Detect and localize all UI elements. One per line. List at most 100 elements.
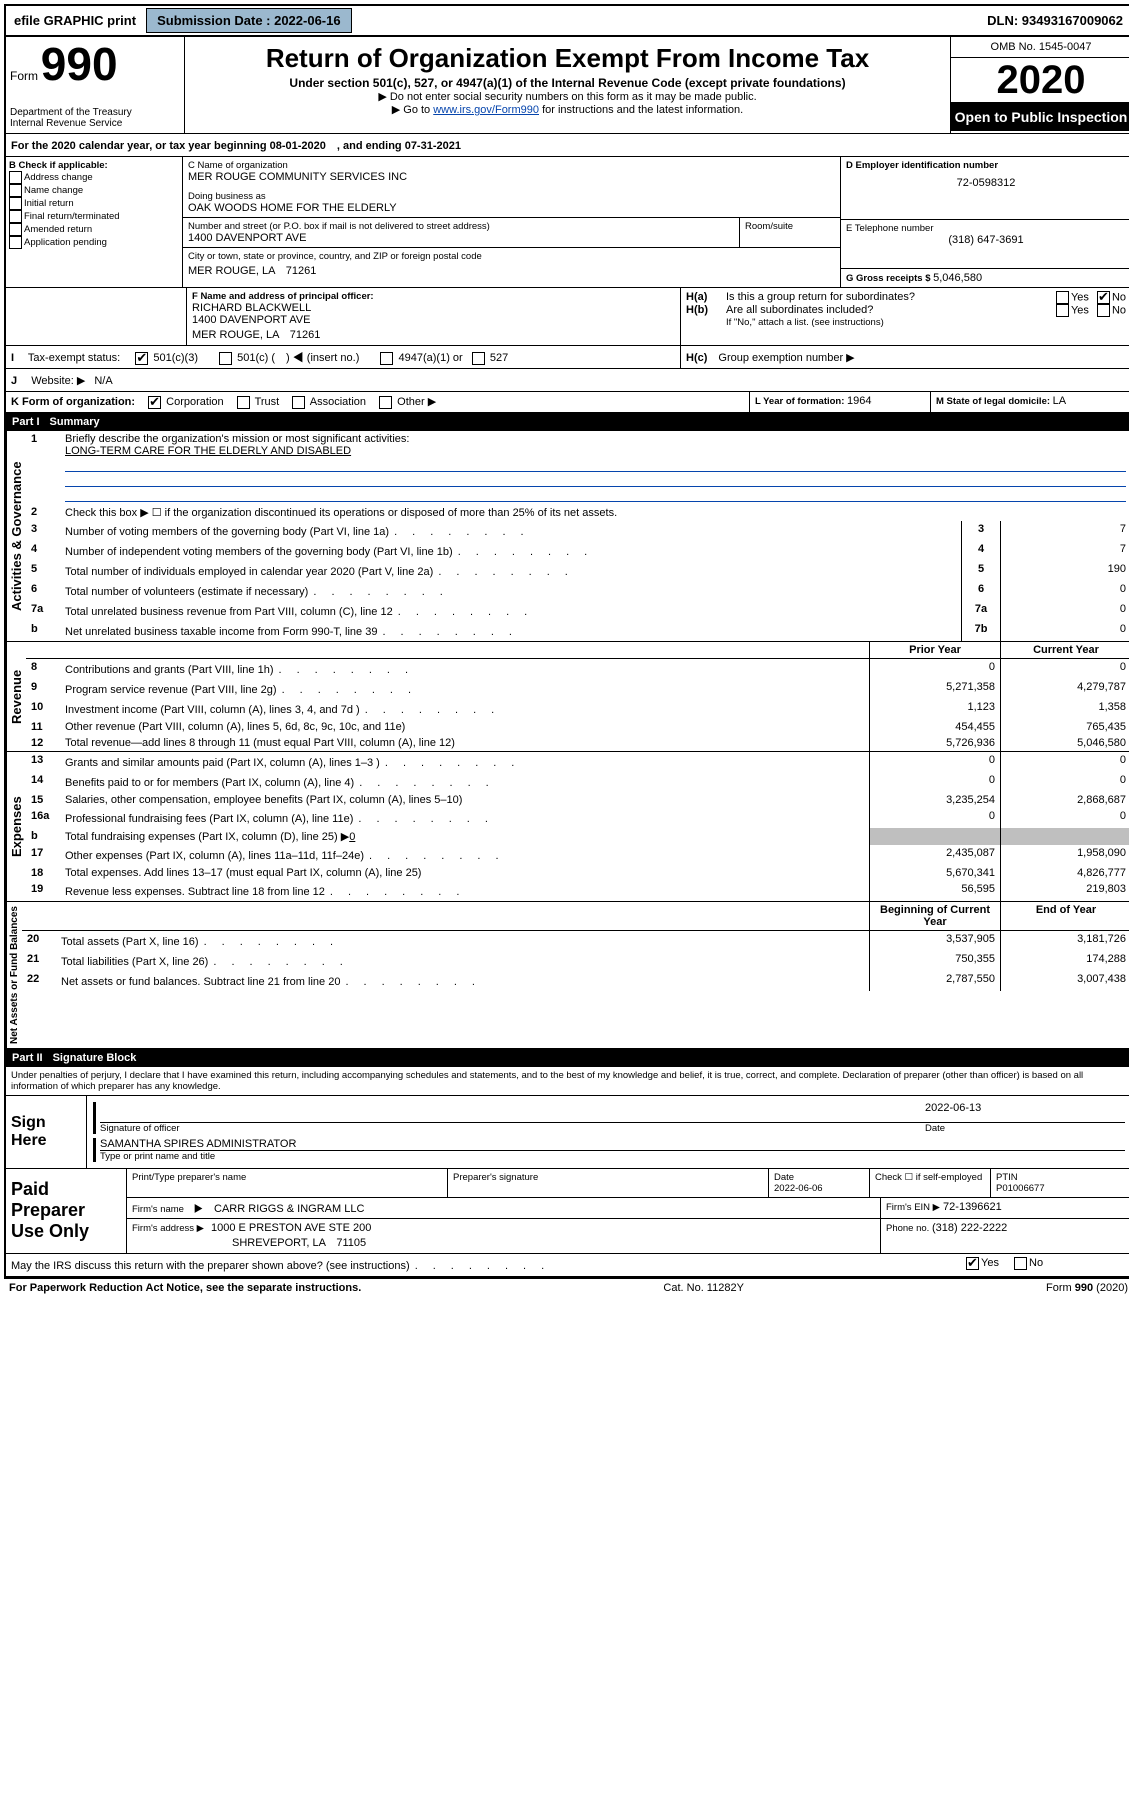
- l4-text: Number of independent voting members of …: [60, 541, 962, 561]
- street-address: 1400 DAVENPORT AVE: [188, 232, 734, 244]
- year-box: OMB No. 1545-0047 2020 Open to Public In…: [950, 37, 1129, 133]
- tax-exempt-label: Tax-exempt status:: [28, 352, 120, 364]
- l3-val: 7: [1001, 521, 1129, 541]
- identity-block: B Check if applicable: Address change Na…: [6, 157, 1129, 287]
- i-hc-row: I Tax-exempt status: 501(c)(3) 501(c) ( …: [6, 346, 1129, 369]
- pra-notice: For Paperwork Reduction Act Notice, see …: [9, 1282, 361, 1294]
- k-other[interactable]: Other ▶: [379, 396, 436, 408]
- part2-num: Part II: [12, 1052, 43, 1064]
- title-box: Return of Organization Exempt From Incom…: [185, 37, 950, 133]
- i-527[interactable]: 527: [472, 352, 508, 364]
- b-final-return[interactable]: Final return/terminated: [9, 210, 179, 223]
- irs-label: Internal Revenue Service: [10, 118, 180, 129]
- col-current: Current Year: [1001, 642, 1129, 659]
- form-footer: Form 990 (2020): [1046, 1282, 1128, 1294]
- q1-text: Briefly describe the organization's miss…: [65, 433, 409, 445]
- right-id-block: D Employer identification number 72-0598…: [841, 157, 1129, 287]
- revenue-block: Revenue Prior YearCurrent Year 8Contribu…: [6, 642, 1129, 752]
- hb-no[interactable]: No: [1097, 304, 1126, 317]
- self-employed-check[interactable]: Check ☐ if self-employed: [870, 1169, 991, 1197]
- paid-preparer-label: Paid Preparer Use Only: [6, 1169, 127, 1253]
- form-word: Form: [10, 69, 38, 83]
- ptin-value: P01006677: [996, 1183, 1126, 1194]
- l4-val: 7: [1001, 541, 1129, 561]
- vlabel-expenses: Expenses: [6, 752, 26, 901]
- mission: LONG-TERM CARE FOR THE ELDERLY AND DISAB…: [65, 445, 351, 457]
- f-left-spacer: [6, 288, 187, 345]
- instructions-link-line: ▶ Go to www.irs.gov/Form990 for instruct…: [193, 103, 942, 116]
- b-address-change[interactable]: Address change: [9, 171, 179, 184]
- k-corp[interactable]: Corporation: [148, 396, 224, 408]
- discuss-yes[interactable]: Yes: [966, 1257, 999, 1269]
- discuss-no[interactable]: No: [1014, 1257, 1043, 1269]
- ha-yes[interactable]: Yes: [1056, 291, 1089, 304]
- l3-text: Number of voting members of the governin…: [60, 521, 962, 541]
- net-assets-block: Net Assets or Fund Balances Beginning of…: [6, 902, 1129, 1049]
- city-label: City or town, state or province, country…: [188, 251, 835, 262]
- l7b-val: 0: [1001, 621, 1129, 641]
- k-assoc[interactable]: Association: [292, 396, 366, 408]
- b-application-pending[interactable]: Application pending: [9, 236, 179, 249]
- section-hc: H(c) Group exemption number ▶: [681, 346, 1129, 368]
- l6-text: Total number of volunteers (estimate if …: [60, 581, 962, 601]
- officer-name-row: SAMANTHA SPIRES ADMINISTRATOR Type or pr…: [93, 1138, 1125, 1162]
- firm-name: CARR RIGGS & INGRAM LLC: [214, 1203, 364, 1215]
- l7a-text: Total unrelated business revenue from Pa…: [60, 601, 962, 621]
- officer-street: 1400 DAVENPORT AVE: [192, 314, 675, 326]
- form-title: Return of Organization Exempt From Incom…: [193, 43, 942, 74]
- ein-value: 72-0598312: [846, 171, 1126, 189]
- sign-here-label: Sign Here: [6, 1096, 87, 1168]
- cat-no: Cat. No. 11282Y: [663, 1282, 744, 1294]
- col-begin: Beginning of Current Year: [870, 902, 1001, 931]
- l7a-val: 0: [1001, 601, 1129, 621]
- section-c: C Name of organization MER ROUGE COMMUNI…: [183, 157, 841, 287]
- b-name-change[interactable]: Name change: [9, 184, 179, 197]
- ha-text: Is this a group return for subordinates?: [726, 291, 1056, 304]
- sig-officer-label: Signature of officer: [100, 1123, 925, 1134]
- phone-label: E Telephone number: [846, 223, 1126, 234]
- submission-date-pill[interactable]: Submission Date : 2022-06-16: [146, 8, 352, 33]
- q2-text: Check this box ▶ ☐ if the organization d…: [60, 504, 1129, 521]
- c-street-row: Number and street (or P.O. box if mail i…: [183, 218, 840, 248]
- officer-signature-line[interactable]: [100, 1102, 919, 1123]
- ha-no[interactable]: No: [1097, 291, 1126, 304]
- firm-ein: 72-1396621: [943, 1201, 1002, 1213]
- b-amended[interactable]: Amended return: [9, 223, 179, 236]
- part1-num: Part I: [12, 416, 40, 428]
- k-trust[interactable]: Trust: [237, 396, 280, 408]
- c-label: C Name of organization: [188, 160, 835, 171]
- l5-val: 190: [1001, 561, 1129, 581]
- section-e: E Telephone number (318) 647-3691: [841, 220, 1129, 269]
- firm-name-label: Firm's name ▶: [132, 1204, 203, 1215]
- l7b-text: Net unrelated business taxable income fr…: [60, 621, 962, 641]
- phone-value: (318) 647-3691: [846, 234, 1126, 246]
- treasury-dept: Department of the Treasury: [10, 107, 180, 118]
- line-a: For the 2020 calendar year, or tax year …: [6, 134, 1129, 157]
- k-l-m-row: K Form of organization: Corporation Trus…: [6, 392, 1129, 413]
- perjury-statement: Under penalties of perjury, I declare th…: [6, 1067, 1129, 1096]
- preparer-date: 2022-06-06: [774, 1183, 864, 1194]
- c-name-box: C Name of organization MER ROUGE COMMUNI…: [183, 157, 840, 218]
- sig-date: 2022-06-13: [919, 1102, 1125, 1123]
- omb-number: OMB No. 1545-0047: [951, 37, 1129, 58]
- i-501c[interactable]: 501(c) ( ) ◀ (insert no.): [219, 352, 359, 364]
- b-initial-return[interactable]: Initial return: [9, 197, 179, 210]
- goto-post: for instructions and the latest informat…: [542, 104, 743, 116]
- i-4947[interactable]: 4947(a)(1) or: [380, 352, 462, 364]
- l16b-line: Total fundraising expenses (Part IX, col…: [60, 828, 870, 845]
- preparer-sig-label: Preparer's signature: [448, 1169, 769, 1197]
- k-label: K Form of organization:: [11, 396, 135, 408]
- instructions-link[interactable]: www.irs.gov/Form990: [433, 104, 539, 116]
- net-table: Beginning of Current YearEnd of Year 20T…: [22, 902, 1129, 991]
- firm-addr1: 1000 E PRESTON AVE STE 200: [211, 1222, 371, 1234]
- preparer-date-label: Date: [774, 1172, 864, 1183]
- ein-label: D Employer identification number: [846, 160, 1126, 171]
- footer: For Paperwork Reduction Act Notice, see …: [4, 1279, 1129, 1297]
- preparer-name-label: Print/Type preparer's name: [127, 1169, 448, 1197]
- officer-printed-name: SAMANTHA SPIRES ADMINISTRATOR: [100, 1138, 1125, 1151]
- i-501c3[interactable]: 501(c)(3): [135, 352, 198, 364]
- hb-yes[interactable]: Yes: [1056, 304, 1089, 317]
- officer-name: RICHARD BLACKWELL: [192, 302, 675, 314]
- goto-pre: ▶ Go to: [392, 104, 433, 116]
- org-name: MER ROUGE COMMUNITY SERVICES INC: [188, 171, 835, 183]
